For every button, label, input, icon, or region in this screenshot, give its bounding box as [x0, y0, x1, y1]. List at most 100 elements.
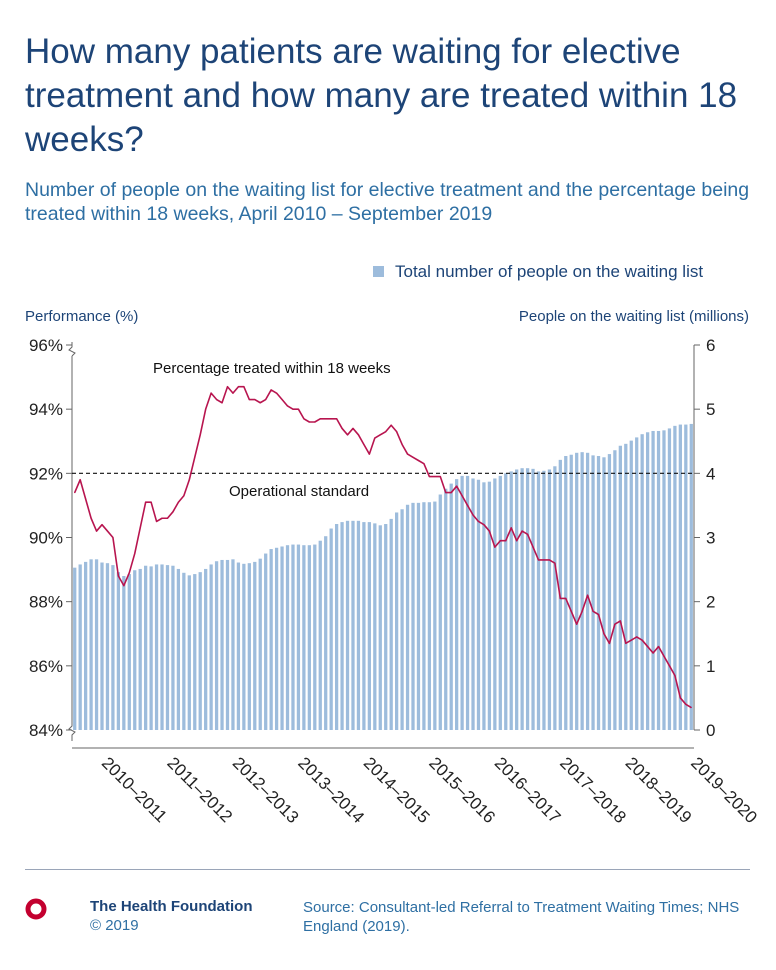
waiting-list-bar: [105, 563, 110, 730]
performance-point: [226, 386, 229, 388]
waiting-list-bar: [395, 512, 399, 730]
performance-point: [445, 491, 447, 494]
performance-point: [90, 517, 92, 519]
left-axis-title: Performance (%): [25, 308, 138, 325]
waiting-list-bar: [547, 469, 552, 730]
left-tick-label: 94%: [29, 400, 63, 419]
waiting-list-bar: [144, 565, 148, 730]
performance-point: [237, 386, 240, 388]
waiting-list-bar: [318, 540, 322, 730]
performance-point: [101, 524, 103, 526]
waiting-list-bar: [236, 562, 241, 730]
waiting-list-bar: [520, 468, 524, 730]
performance-point: [368, 453, 370, 455]
performance-point: [548, 559, 551, 561]
chart-title: How many patients are waiting for electi…: [25, 32, 738, 159]
performance-point: [194, 456, 196, 458]
chart: Total number of people on the waiting li…: [25, 262, 761, 827]
performance-point: [161, 517, 163, 519]
performance-point: [74, 491, 76, 494]
x-tick-label: 2017–2018: [556, 753, 630, 827]
performance-point: [477, 520, 480, 523]
waiting-list-bar: [531, 468, 535, 730]
axis-break-bottom-icon: [68, 720, 76, 741]
axes-group: 84% 86% 88% 90% 92% 94% 96% 0 1 2 3 4 5 6: [29, 336, 715, 749]
waiting-list-bar: [455, 479, 459, 730]
waiting-list-bar: [242, 563, 246, 730]
waiting-list-bar: [291, 544, 295, 730]
waiting-list-bar: [498, 475, 502, 730]
performance-point: [270, 389, 272, 391]
waiting-list-bar: [482, 482, 486, 730]
waiting-list-bar: [73, 567, 77, 730]
performance-point: [537, 559, 540, 561]
performance-point: [466, 504, 469, 507]
copyright: © 2019: [90, 917, 139, 934]
performance-point: [390, 424, 392, 426]
performance-point: [232, 392, 234, 394]
right-tick-label: 0: [706, 721, 715, 740]
performance-point: [570, 610, 572, 612]
waiting-list-bar: [465, 475, 470, 730]
performance-point: [199, 434, 201, 436]
waiting-list-bar: [340, 522, 344, 730]
waiting-list-bar: [264, 553, 268, 730]
waiting-list-bar: [84, 561, 88, 730]
waiting-list-bar: [345, 520, 350, 730]
waiting-list-bar: [400, 509, 404, 730]
performance-point: [276, 392, 278, 394]
performance-point: [587, 594, 589, 596]
performance-point: [134, 552, 136, 555]
right-tick-label: 1: [706, 657, 715, 676]
performance-point: [428, 475, 430, 478]
performance-point: [439, 475, 441, 478]
waiting-list-bar: [602, 457, 606, 730]
waiting-list-bar: [433, 501, 437, 730]
left-tick-label: 84%: [29, 721, 63, 740]
legend-label: Total number of people on the waiting li…: [395, 262, 703, 281]
waiting-list-bar: [187, 575, 191, 730]
waiting-list-bar: [214, 561, 219, 730]
performance-point: [243, 386, 245, 388]
waiting-list-bar: [247, 563, 251, 730]
performance-point: [308, 421, 310, 423]
waiting-list-bar: [356, 520, 361, 730]
performance-point: [461, 495, 463, 497]
performance-point: [166, 517, 169, 519]
waiting-list-bar: [209, 564, 213, 730]
waiting-list-bar: [89, 559, 93, 730]
waiting-list-bar: [127, 574, 131, 730]
waiting-list-bar: [416, 502, 421, 730]
waiting-list-bar: [302, 545, 306, 730]
x-tick-label: 2015–2016: [425, 753, 499, 827]
waiting-list-bar: [280, 546, 284, 730]
performance-point: [647, 645, 649, 648]
performance-point: [128, 572, 130, 574]
performance-point: [319, 418, 321, 420]
performance-point: [79, 479, 81, 481]
waiting-list-bar: [154, 564, 159, 730]
operational-standard-label: Operational standard: [229, 483, 369, 500]
performance-point: [505, 540, 507, 542]
waiting-list-bar: [618, 445, 622, 730]
performance-point: [592, 610, 594, 612]
waiting-list-bar: [198, 572, 202, 730]
x-tick-label: 2016–2017: [491, 753, 565, 827]
performance-point: [450, 491, 452, 494]
performance-point: [521, 530, 523, 532]
waiting-list-bar: [640, 434, 644, 730]
performance-point: [172, 511, 174, 513]
waiting-list-bar: [585, 452, 590, 730]
waiting-list-bar: [100, 562, 104, 730]
performance-point: [532, 546, 534, 548]
waiting-list-bar: [274, 547, 279, 730]
waiting-list-bar: [149, 566, 153, 731]
waiting-list-bar: [362, 522, 366, 730]
waiting-list-bar: [667, 428, 672, 730]
waiting-list-bar: [613, 450, 617, 730]
waiting-list-bar: [111, 565, 115, 730]
waiting-list-bar: [476, 479, 481, 730]
performance-point: [559, 597, 561, 600]
performance-point: [363, 443, 365, 446]
performance-point: [254, 398, 256, 401]
